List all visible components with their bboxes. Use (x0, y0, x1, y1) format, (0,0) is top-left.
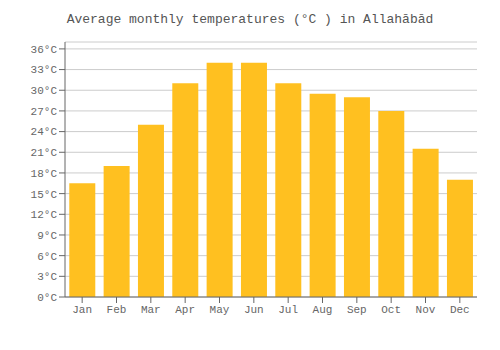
svg-text:Jul: Jul (278, 304, 298, 316)
svg-text:May: May (210, 304, 230, 316)
svg-text:Oct: Oct (381, 304, 401, 316)
svg-text:36°C: 36°C (31, 44, 58, 56)
svg-text:6°C: 6°C (37, 251, 57, 263)
svg-text:Mar: Mar (141, 304, 161, 316)
svg-text:15°C: 15°C (31, 189, 58, 201)
svg-text:Apr: Apr (175, 304, 195, 316)
svg-text:24°C: 24°C (31, 126, 58, 138)
html-text:Average monthly temperatures (: Average monthly temperatures (°C ) in Al… (66, 12, 434, 27)
svg-text:0°C: 0°C (37, 292, 57, 304)
svg-text:18°C: 18°C (31, 168, 58, 180)
svg-text:Aug: Aug (313, 304, 333, 316)
svg-text:33°C: 33°C (31, 64, 58, 76)
svg-text:Jun: Jun (244, 304, 264, 316)
svg-text:3°C: 3°C (37, 271, 57, 283)
svg-text:Dec: Dec (450, 304, 470, 316)
svg-text:27°C: 27°C (31, 106, 58, 118)
svg-text:12°C: 12°C (31, 209, 58, 221)
svg-text:Sep: Sep (347, 304, 367, 316)
svg-text:Feb: Feb (107, 304, 127, 316)
svg-text:30°C: 30°C (31, 85, 58, 97)
svg-text:Jan: Jan (72, 304, 92, 316)
svg-text:Nov: Nov (416, 304, 436, 316)
svg-text:21°C: 21°C (31, 147, 58, 159)
svg-text:9°C: 9°C (37, 230, 57, 242)
